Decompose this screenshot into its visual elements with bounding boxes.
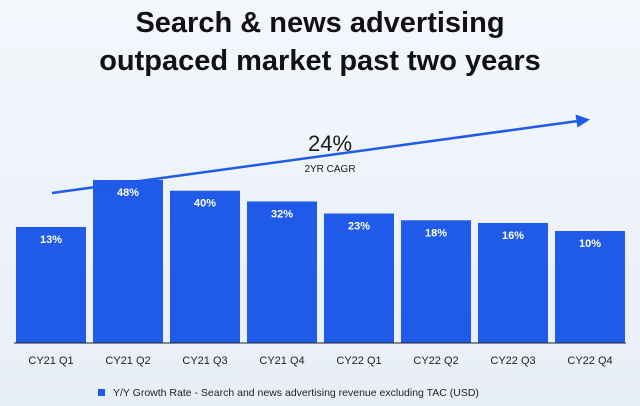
cagr-caption: 2YR CAGR (304, 164, 355, 175)
legend: Y/Y Growth Rate - Search and news advert… (98, 387, 479, 399)
bar-value-label: 10% (579, 238, 601, 250)
trend-arrow-head (575, 114, 590, 128)
bar-value-label: 13% (40, 234, 62, 246)
chart-title: Search & news advertising outpaced marke… (0, 4, 640, 80)
category-label: CY21 Q2 (105, 355, 150, 367)
cagr-value: 24% (308, 131, 352, 156)
bar-value-label: 32% (271, 208, 293, 220)
category-labels-group: CY21 Q1 CY21 Q2 CY21 Q3 CY21 Q4 CY22 Q1 CY22 … (14, 342, 626, 367)
category-label: CY21 Q3 (182, 355, 227, 367)
cagr-annotation: 24% 2YR CAGR (51, 114, 590, 195)
bar (93, 180, 163, 343)
trend-arrow-line (51, 119, 579, 195)
legend-swatch (98, 389, 105, 396)
title-line-2: outpaced market past two years (99, 45, 541, 77)
bar (324, 213, 394, 343)
category-label: CY22 Q1 (336, 355, 381, 367)
category-label: CY22 Q4 (567, 355, 612, 367)
bar-value-label: 18% (425, 227, 447, 239)
category-label: CY21 Q1 (28, 355, 73, 367)
bar (170, 190, 240, 343)
bar (401, 220, 471, 343)
bar-value-label: 16% (502, 230, 524, 242)
bar (478, 222, 548, 343)
bar (247, 201, 317, 343)
legend-label: Y/Y Growth Rate - Search and news advert… (113, 387, 479, 399)
title-line-1: Search & news advertising (135, 7, 505, 39)
bar-value-label: 48% (117, 187, 139, 199)
category-label: CY22 Q2 (413, 355, 458, 367)
bar (555, 231, 625, 343)
category-label: CY22 Q3 (490, 355, 535, 367)
bar-value-label: 23% (348, 221, 370, 233)
bar-value-label: 40% (194, 198, 216, 210)
category-label: CY21 Q4 (259, 355, 304, 367)
bars-group: 13% 48% 40% 32% 23% 18% 16% 10% (16, 180, 625, 343)
bar (16, 226, 86, 343)
